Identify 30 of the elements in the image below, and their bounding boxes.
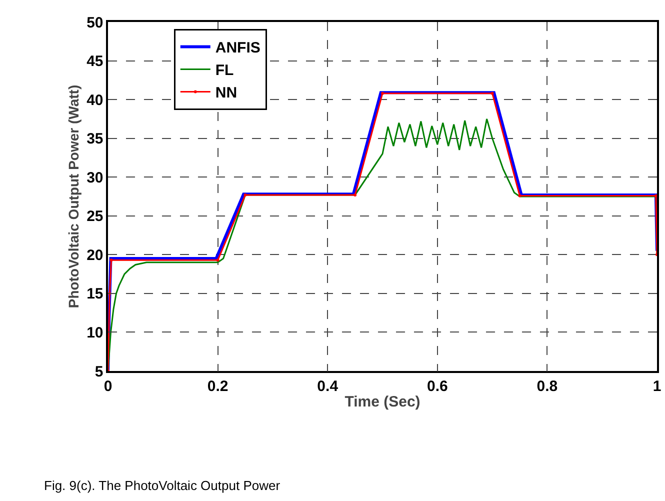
y-axis-title: PhotoVoltaic Output Power (Watt) [66, 84, 82, 308]
x-tick-label: 0.4 [317, 378, 339, 395]
y-tick-label: 5 [94, 363, 104, 380]
point [518, 194, 522, 198]
y-tick-label: 10 [86, 324, 104, 342]
point [381, 92, 384, 95]
y-tick-label: 40 [86, 92, 104, 109]
y-tick-label: 30 [86, 169, 104, 186]
y-tick-label: 35 [86, 130, 104, 148]
legend-label: NN [215, 84, 238, 102]
x-tick-label: 0.8 [536, 378, 558, 395]
y-tick-label: 20 [86, 246, 104, 264]
x-tick-label: 1 [652, 378, 662, 395]
y-tick-label: 50 [86, 14, 104, 32]
x-axis-title: Time (Sec) [344, 393, 420, 410]
point [216, 258, 220, 262]
point [110, 258, 113, 262]
x-tick-label: 0 [104, 378, 112, 395]
y-tick-label: 15 [86, 286, 104, 303]
y-tick-label: 45 [86, 53, 104, 70]
point [654, 194, 657, 198]
legend-label: FL [215, 62, 234, 80]
x-tick-label: 0.2 [207, 378, 228, 395]
y-tick-label: 25 [86, 208, 104, 226]
point [354, 193, 357, 196]
point [244, 193, 247, 196]
x-tick-label: 0.6 [426, 378, 448, 395]
point [490, 92, 494, 95]
legend-label: ANFIS [215, 40, 260, 57]
caption: Fig. 9(c). The PhotoVoltaic Output Power [44, 478, 281, 493]
